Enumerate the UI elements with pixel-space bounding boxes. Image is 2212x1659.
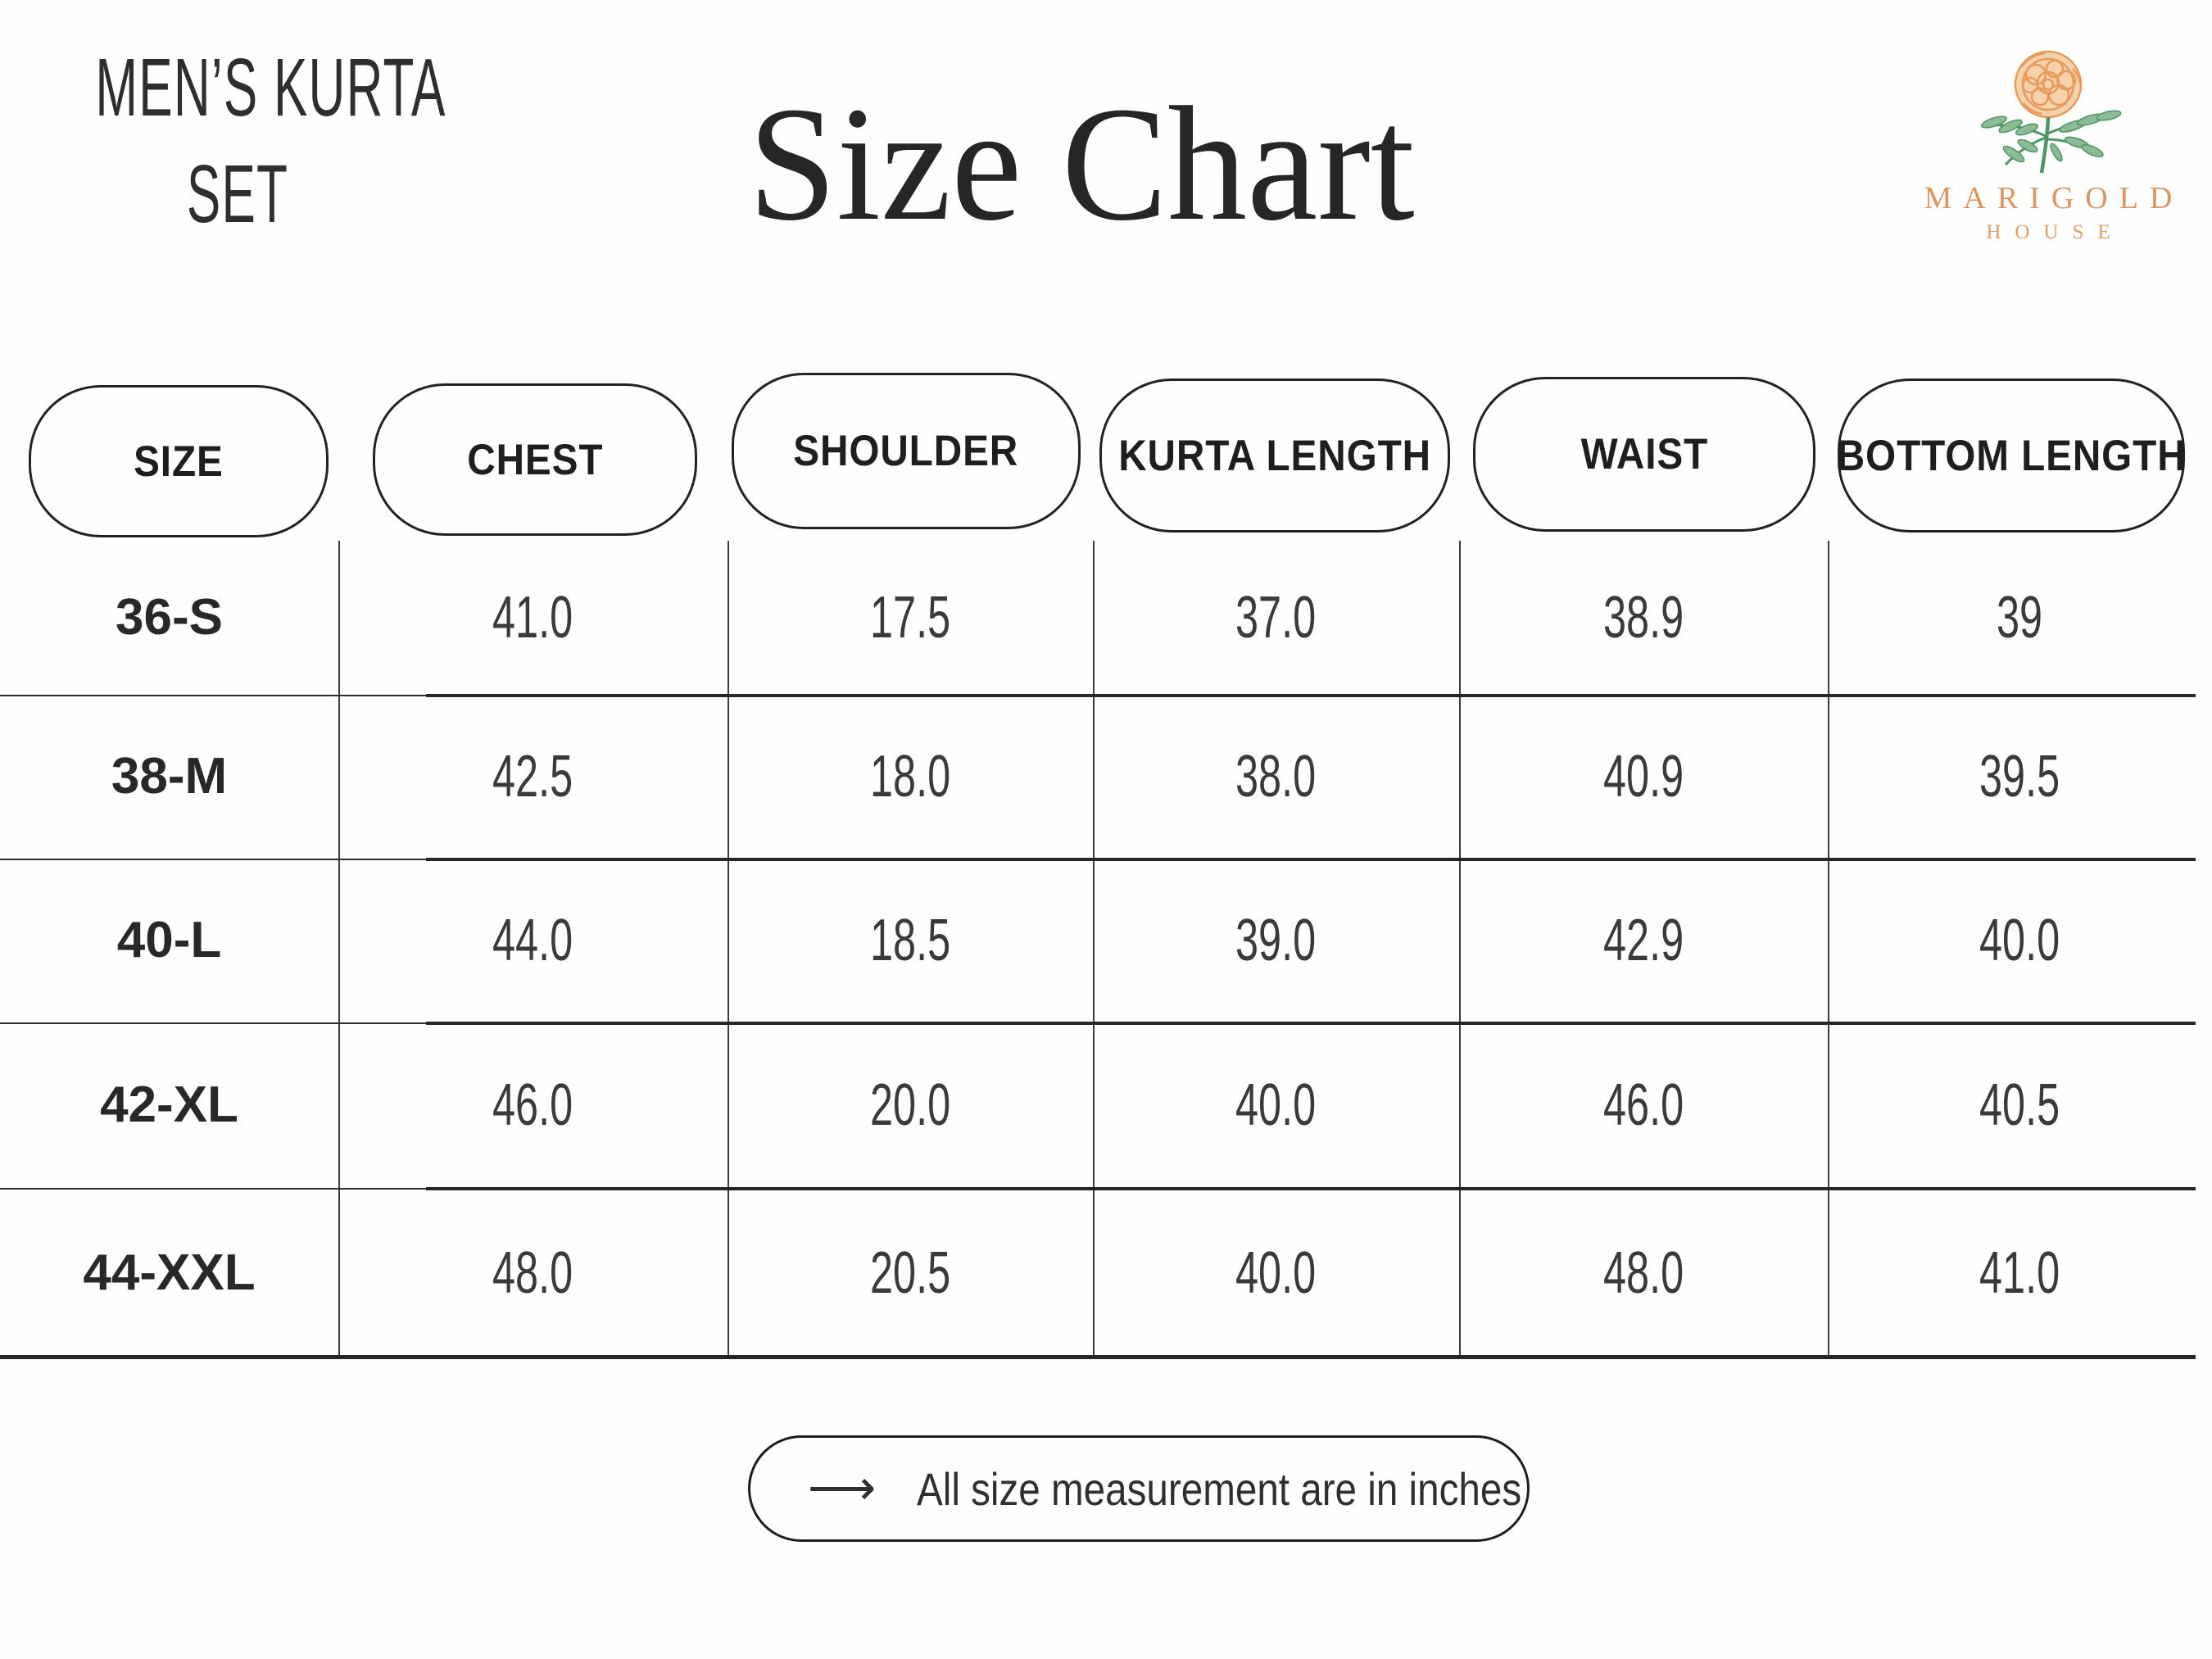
column-pill-size: SIZE (29, 385, 329, 537)
size-cell: 40-L (116, 912, 222, 969)
value-cell: 40.0 (1979, 908, 2060, 973)
size-cell: 44-XXL (83, 1244, 256, 1301)
column-pill-shoulder: SHOULDER (732, 373, 1081, 529)
row-separator (0, 695, 426, 696)
table-vline (1459, 541, 1461, 1358)
product-label-line1: MEN’S KURTA (95, 42, 446, 134)
column-pill-chest: CHEST (373, 383, 697, 536)
value-cell: 18.5 (869, 908, 951, 973)
size-cell: 36-S (116, 589, 223, 646)
row-separator (0, 859, 426, 860)
size-cell: 42-XL (100, 1077, 238, 1134)
row-separator (426, 1187, 2196, 1190)
brand-subname: HOUSE (1986, 221, 2124, 243)
value-cell: 18.0 (869, 744, 951, 809)
value-cell: 17.5 (869, 585, 951, 650)
row-separator (0, 1022, 426, 1024)
row-separator (0, 1188, 426, 1190)
size-cell: 38-M (111, 748, 228, 805)
value-cell: 40.0 (1235, 1072, 1317, 1138)
table-vline (1093, 541, 1095, 1358)
value-cell: 38.9 (1602, 585, 1684, 650)
table-vline (728, 541, 729, 1358)
row-separator (426, 694, 2196, 697)
value-cell: 48.0 (1602, 1240, 1684, 1306)
row-separator (426, 858, 2196, 861)
right-arrow-icon: ⟶ (808, 1462, 877, 1515)
value-cell: 41.0 (492, 585, 573, 650)
table-bottom-line (0, 1355, 2196, 1359)
value-cell: 39.0 (1235, 908, 1317, 973)
brand-logo: MARIGOLD HOUSE (1909, 38, 2187, 244)
size-table: 36-S 41.0 17.5 37.0 38.9 39 38-M 42.5 18… (0, 541, 2212, 1358)
value-cell: 20.5 (869, 1240, 951, 1306)
column-pill-waist: WAIST (1473, 377, 1815, 532)
value-cell: 41.0 (1979, 1240, 2060, 1306)
value-cell: 48.0 (492, 1240, 573, 1306)
row-separator (426, 1022, 2196, 1025)
product-label-line2: SET (186, 148, 289, 240)
value-cell: 37.0 (1235, 585, 1317, 650)
column-pill-kurta-length: KURTA LENGTH (1099, 378, 1450, 533)
value-cell: 40.9 (1602, 744, 1684, 809)
page-title: Size Chart (748, 74, 1415, 255)
product-label: MEN’S KURTA SET (8, 34, 467, 247)
value-cell: 46.0 (492, 1072, 573, 1138)
table-vline (1828, 541, 1829, 1358)
value-cell: 42.9 (1602, 908, 1684, 973)
value-cell: 39 (1997, 585, 2043, 650)
value-cell: 39.5 (1979, 744, 2060, 809)
value-cell: 38.0 (1235, 744, 1317, 809)
value-cell: 44.0 (492, 908, 573, 973)
table-vline (338, 541, 340, 1358)
value-cell: 40.0 (1235, 1240, 1317, 1306)
marigold-flower-icon (1909, 38, 2187, 177)
footer-note-text: All size measurement are in inches (917, 1462, 1522, 1515)
value-cell: 46.0 (1602, 1072, 1684, 1138)
value-cell: 40.5 (1979, 1072, 2060, 1138)
column-pill-bottom-length: BOTTOM LENGTH (1837, 378, 2186, 533)
brand-name: MARIGOLD (1924, 181, 2184, 215)
value-cell: 20.0 (869, 1072, 951, 1138)
value-cell: 42.5 (492, 744, 573, 809)
footer-note-pill: ⟶ All size measurement are in inches (748, 1435, 1530, 1542)
